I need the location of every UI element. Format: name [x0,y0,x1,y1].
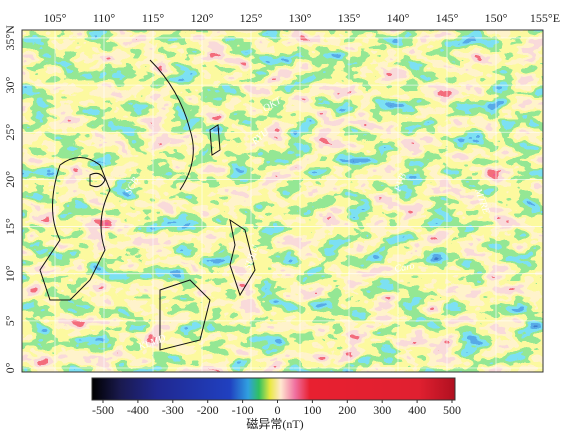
lat-label: 15° [3,218,17,235]
lon-label: 110° [93,11,116,25]
lon-label: 145° [436,11,459,25]
anomaly-field [22,30,543,372]
lon-label: 155°E [530,11,560,25]
lat-label: 35°N [3,25,17,51]
colorbar-tick-label: -300 [162,403,184,417]
colorbar-tick-label: 300 [373,403,391,417]
colorbar-tick-label: 500 [443,403,461,417]
colorbar-tick-label: 200 [338,403,356,417]
region-label: Caro [394,261,416,275]
colorbar-tick-label: -500 [92,403,114,417]
map-frame [21,29,544,373]
colorbar-tick-label: 400 [408,403,426,417]
colorbar [91,377,456,401]
lat-label: 20° [3,171,17,188]
colorbar-label: 磁异常(nT) [246,416,303,431]
colorbar-tick-label: 0 [275,403,281,417]
lat-label: 5° [3,315,17,326]
colorbar-tick-label: 100 [303,403,321,417]
lat-label: 30° [3,77,17,94]
lon-label: 140° [387,11,410,25]
lat-label: 0° [3,362,17,373]
lon-label: 150° [485,11,508,25]
lon-label: 130° [289,11,312,25]
lon-label: 120° [191,11,214,25]
colorbar-tick-label: -200 [197,403,219,417]
lat-label: 25° [3,124,17,141]
lat-label: 10° [3,265,17,282]
coastlines [39,59,256,351]
lon-label: 125° [240,11,263,25]
lon-label: 105° [44,11,67,25]
colorbar-tick-label: -400 [127,403,149,417]
lon-label: 115° [142,11,165,25]
graticule [22,30,546,372]
lon-label: 135° [338,11,361,25]
colorbar-tick-label: -100 [232,403,254,417]
